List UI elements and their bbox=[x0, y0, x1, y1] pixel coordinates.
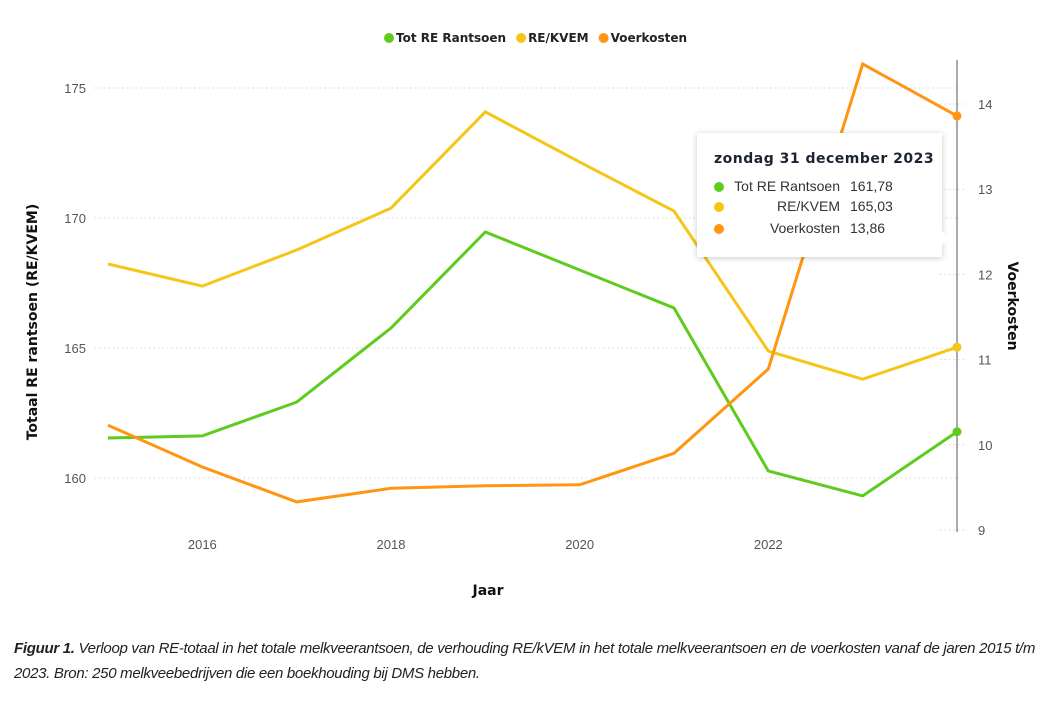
series-line-re-kvem bbox=[107, 110, 958, 381]
series-lines bbox=[107, 61, 958, 504]
y-axis-right-title: Voerkosten bbox=[1004, 261, 1020, 350]
series-color-dot-icon bbox=[714, 202, 724, 212]
y-tick-label-right: 13 bbox=[978, 182, 992, 197]
series-line-voerkosten bbox=[107, 61, 958, 504]
legend-marker-icon bbox=[384, 33, 394, 43]
y-tick-label-right: 12 bbox=[978, 267, 992, 282]
series-color-dot-icon bbox=[714, 224, 724, 234]
data-point-marker bbox=[952, 342, 962, 352]
y-tick-label-left: 165 bbox=[64, 341, 86, 356]
tooltip-value: 161,78 bbox=[850, 178, 893, 194]
y-tick-label-left: 170 bbox=[64, 211, 86, 226]
caption-label: Figuur 1. bbox=[14, 640, 75, 657]
y-tick-label-right: 14 bbox=[978, 97, 992, 112]
tooltip-label: Tot RE Rantsoen bbox=[734, 178, 840, 194]
x-axis: 2016 2018 2020 2022 bbox=[188, 537, 783, 552]
tooltip-row: RE/KVEM 165,03 bbox=[714, 198, 924, 218]
y-tick-label-left: 160 bbox=[64, 471, 86, 486]
legend-marker-icon bbox=[516, 33, 527, 43]
y-tick-label-right: 9 bbox=[978, 523, 985, 538]
x-axis-title: Jaar bbox=[471, 583, 503, 599]
y-axis-right: 9 10 11 12 13 14 bbox=[978, 97, 992, 538]
x-tick-label: 2018 bbox=[377, 537, 406, 552]
series-color-dot-icon bbox=[714, 182, 724, 192]
tooltip-label: RE/KVEM bbox=[776, 198, 840, 214]
hover-markers bbox=[952, 111, 962, 437]
y-axis-left-title: Totaal RE rantsoen (RE/KVEM) bbox=[25, 204, 41, 441]
figure-caption: Figuur 1. Verloop van RE-totaal in het t… bbox=[14, 636, 1044, 686]
tooltip-label: Voerkosten bbox=[769, 220, 840, 236]
y-tick-label-left: 175 bbox=[64, 81, 86, 96]
y-tick-label-right: 10 bbox=[978, 438, 992, 453]
tooltip-title: zondag 31 december 2023 bbox=[714, 151, 935, 167]
x-tick-label: 2022 bbox=[754, 537, 783, 552]
y-tick-label-right: 11 bbox=[978, 353, 992, 368]
x-tick-label: 2016 bbox=[188, 537, 217, 552]
tooltip-row: Tot RE Rantsoen 161,78 bbox=[714, 178, 924, 198]
data-point-marker bbox=[952, 111, 962, 121]
legend-marker-icon bbox=[598, 33, 609, 43]
series-line-tot-re-rantsoen bbox=[107, 230, 958, 498]
data-point-marker bbox=[952, 427, 962, 437]
tooltip-value: 13,86 bbox=[850, 220, 886, 236]
y-axis-left: 160 165 170 175 bbox=[64, 81, 86, 486]
legend-label: RE/KVEM bbox=[528, 31, 589, 45]
caption-text: Verloop van RE-totaal in het totale melk… bbox=[14, 640, 1036, 682]
legend: Tot RE Rantsoen RE/KVEM Voerkosten bbox=[384, 31, 687, 45]
tooltip-row: Voerkosten 13,86 bbox=[714, 220, 924, 240]
x-tick-label: 2020 bbox=[565, 537, 594, 552]
legend-label: Voerkosten bbox=[611, 31, 687, 45]
line-chart: Tot RE Rantsoen RE/KVEM Voerkosten 1601651… bbox=[25, 31, 1020, 599]
tooltip: zondag 31 december 2023 Tot RE Rantsoen … bbox=[697, 133, 949, 257]
legend-label: Tot RE Rantsoen bbox=[396, 31, 506, 45]
tooltip-value: 165,03 bbox=[850, 198, 893, 214]
